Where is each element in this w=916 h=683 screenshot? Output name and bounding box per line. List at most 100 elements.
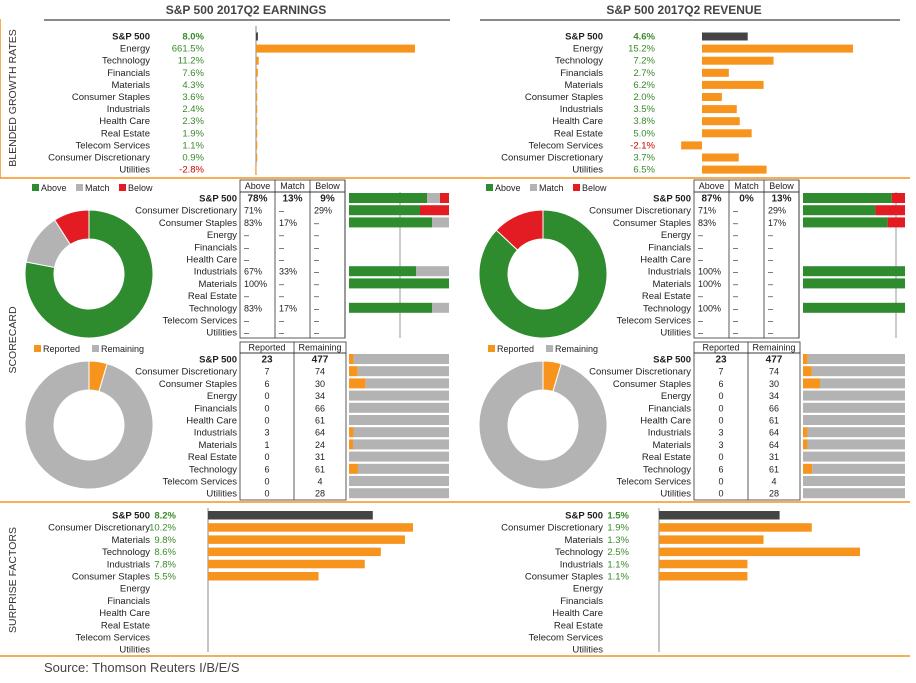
reported-revenue-cell: 23 bbox=[715, 355, 727, 366]
scorecard-earnings-bar-above bbox=[349, 205, 420, 216]
legend-remaining: Remaining bbox=[555, 344, 598, 354]
scorecard-side-label: SCORECARD bbox=[7, 306, 19, 374]
surprise-revenue-category: Materials bbox=[564, 535, 603, 546]
reported-revenue-bar-remaining bbox=[812, 463, 905, 474]
surprise-earnings-category: S&P 500 bbox=[112, 511, 150, 522]
scorecard-revenue-cell: – bbox=[733, 230, 738, 240]
scorecard-earnings-cell: – bbox=[279, 206, 284, 216]
reported-revenue-cell: 64 bbox=[769, 440, 779, 450]
reported-earnings-bar-reported bbox=[349, 463, 358, 474]
reported-earnings-bar-reported bbox=[349, 366, 358, 377]
surprise-earnings-category: Energy bbox=[120, 584, 150, 595]
scorecard-revenue-cell: – bbox=[733, 328, 738, 338]
growth-revenue-bar bbox=[702, 32, 748, 41]
growth-revenue-value: -2.1% bbox=[630, 140, 655, 151]
surprise-earnings-bar bbox=[208, 535, 405, 544]
growth-earnings-category: Utilities bbox=[119, 165, 150, 176]
scorecard-earnings-cell: – bbox=[279, 316, 284, 326]
reported-revenue-category: Consumer Discretionary bbox=[589, 367, 691, 378]
reported-earnings-category: Consumer Staples bbox=[159, 379, 237, 390]
growth-earnings-value: 2.4% bbox=[182, 104, 204, 115]
reported-revenue-bar-reported bbox=[803, 439, 808, 450]
growth-earnings-bar bbox=[256, 56, 259, 65]
surprise-earnings-value: 8.2% bbox=[154, 511, 176, 522]
growth-revenue-category: S&P 500 bbox=[565, 32, 603, 43]
surprise-revenue-category: Consumer Staples bbox=[525, 572, 603, 583]
scorecard-earnings-cell: – bbox=[314, 291, 319, 301]
legend-reported: Reported bbox=[497, 344, 534, 354]
scorecard-earnings-donut-slice bbox=[24, 209, 154, 339]
surprise-revenue-bar bbox=[659, 535, 764, 544]
surprise-revenue-category: Financials bbox=[560, 596, 603, 607]
growth-revenue-value: 6.2% bbox=[633, 80, 655, 91]
growth-revenue-category: Technology bbox=[555, 56, 603, 67]
growth-earnings-category: Materials bbox=[111, 80, 150, 91]
scorecard-revenue-cell: 100% bbox=[698, 303, 721, 313]
legend-reported: Reported bbox=[43, 344, 80, 354]
growth-revenue-bar bbox=[702, 129, 752, 138]
scorecard-earnings-cell: 33% bbox=[279, 267, 297, 277]
reported-earnings-cell: 0 bbox=[264, 477, 269, 487]
surprise-earnings-value: 10.2% bbox=[149, 523, 176, 534]
growth-revenue-bar bbox=[702, 93, 722, 101]
scorecard-earnings-category: Telecom Services bbox=[163, 316, 238, 327]
reported-earnings-category: Real Estate bbox=[188, 452, 237, 463]
surprise-revenue-value: 1.1% bbox=[607, 572, 629, 583]
growth-revenue-category: Consumer Discretionary bbox=[501, 153, 603, 164]
scorecard-earnings-cell: – bbox=[279, 279, 284, 289]
reported-revenue-bar-remaining bbox=[807, 427, 905, 438]
reported-revenue-category: Financials bbox=[648, 403, 691, 414]
legend-swatch-remaining bbox=[546, 345, 553, 352]
scorecard-earnings-cell: – bbox=[279, 242, 284, 252]
scorecard-earnings-cell: – bbox=[244, 291, 249, 301]
growth-earnings-category: Health Care bbox=[99, 116, 150, 127]
surprise-earnings-bar bbox=[208, 511, 373, 520]
growth-earnings-category: Consumer Staples bbox=[72, 92, 150, 103]
surprise-earnings-value: 8.6% bbox=[154, 547, 176, 558]
reported-earnings-category: Consumer Discretionary bbox=[135, 367, 237, 378]
reported-revenue-category: Technology bbox=[643, 464, 691, 475]
scorecard-earnings-cell: 83% bbox=[244, 218, 262, 228]
reported-earnings-bar-remaining bbox=[349, 476, 449, 486]
reported-revenue-cell: 477 bbox=[766, 355, 783, 366]
reported-revenue-cell: 7 bbox=[718, 367, 723, 377]
reported-revenue-category: Telecom Services bbox=[617, 477, 692, 488]
reported-revenue-cell: 66 bbox=[769, 403, 779, 413]
surprise-earnings-category: Industrials bbox=[107, 559, 151, 570]
growth-earnings-category: Energy bbox=[120, 44, 150, 55]
reported-earnings-cell: 31 bbox=[315, 452, 325, 462]
growth-revenue-category: Consumer Staples bbox=[525, 92, 603, 103]
growth-revenue-bar bbox=[702, 44, 853, 53]
surprise-earnings-category: Consumer Staples bbox=[72, 572, 150, 583]
legend-swatch-above bbox=[486, 184, 493, 191]
reported-revenue-cell: 64 bbox=[769, 428, 779, 438]
scorecard-revenue-cell: – bbox=[698, 291, 703, 301]
growth-revenue-value: 2.7% bbox=[633, 68, 655, 79]
reported-revenue-cell: 74 bbox=[769, 367, 779, 377]
growth-earnings-bar bbox=[255, 165, 257, 174]
growth-earnings-value: 4.3% bbox=[182, 80, 204, 91]
scorecard-revenue-cell: 100% bbox=[698, 267, 721, 277]
surprise-revenue-category: Technology bbox=[555, 547, 603, 558]
reported-revenue-cell: 34 bbox=[769, 391, 779, 401]
scorecard-earnings-cell: – bbox=[314, 267, 319, 277]
scorecard-revenue-cell: – bbox=[768, 303, 773, 313]
reported-earnings-cell: 0 bbox=[264, 391, 269, 401]
legend-swatch-match bbox=[76, 184, 83, 191]
growth-revenue-bar bbox=[702, 80, 764, 89]
scorecard-earnings-cell: – bbox=[279, 230, 284, 240]
scorecard-revenue-cell: – bbox=[733, 279, 738, 289]
legend-swatch-reported bbox=[34, 345, 41, 352]
reported-revenue-cell: 61 bbox=[769, 464, 779, 474]
scorecard-revenue-bar-above bbox=[803, 302, 905, 313]
reported-revenue-cell: 61 bbox=[769, 416, 779, 426]
surprise-revenue-category: Consumer Discretionary bbox=[501, 523, 603, 534]
reported-earnings-cell: 7 bbox=[264, 367, 269, 377]
scorecard-earnings-bar-above bbox=[349, 302, 432, 313]
growth-earnings-category: Real Estate bbox=[101, 128, 150, 139]
reported-earnings-bar-remaining bbox=[365, 378, 449, 389]
reported-revenue-bar-reported bbox=[803, 366, 812, 377]
surprise-revenue-category: Telecom Services bbox=[529, 633, 604, 644]
surprise-earnings-category: Technology bbox=[102, 547, 150, 558]
legend-match: Match bbox=[85, 183, 110, 193]
